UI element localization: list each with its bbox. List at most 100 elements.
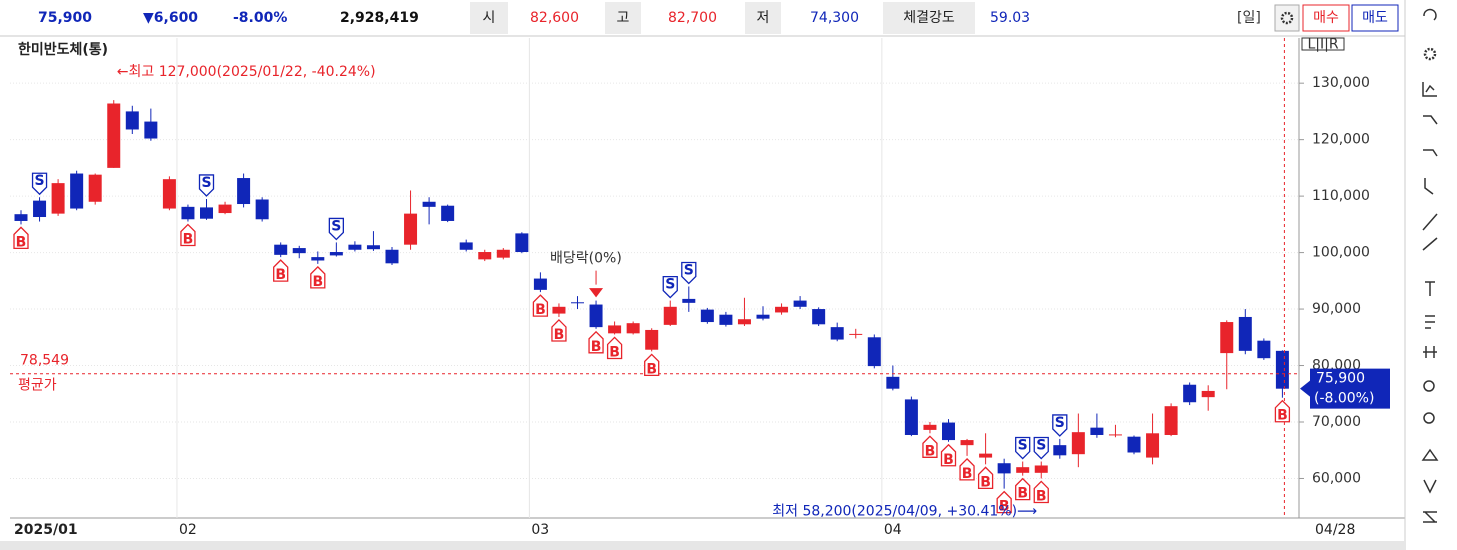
buy-signal-label: B (312, 274, 323, 290)
candle-body (1071, 432, 1085, 455)
cell (745, 2, 781, 34)
candle-body (1127, 436, 1141, 453)
candle-body (830, 327, 844, 340)
low: 74,300 (810, 10, 859, 26)
sell-signal-label: S (201, 175, 211, 191)
tool-icon[interactable] (1425, 315, 1435, 329)
sell-button[interactable] (1351, 4, 1399, 32)
tool-icon[interactable] (1423, 479, 1437, 494)
candle-body (1090, 427, 1104, 435)
buy-signal (644, 353, 660, 377)
buy-signal (996, 490, 1012, 514)
tool-icon[interactable] (1423, 346, 1437, 358)
label: 고 (617, 10, 630, 26)
buy-label: 매수 (1313, 10, 1339, 26)
buy-signal (180, 223, 196, 247)
buy-button[interactable] (1302, 4, 1350, 32)
tool-icon[interactable] (1423, 149, 1438, 157)
scrollbar[interactable] (0, 541, 1405, 550)
tool-icon[interactable] (1422, 82, 1437, 97)
candle-body (533, 278, 547, 290)
tool-icon[interactable] (1421, 448, 1439, 461)
candle-body (200, 207, 213, 219)
candle-body (292, 248, 306, 254)
sell-signal (662, 275, 678, 299)
buy-signal-label: B (1277, 408, 1288, 424)
candle-body (1257, 340, 1271, 359)
buy-signal-label: B (925, 443, 936, 459)
tool-icon[interactable] (1423, 8, 1437, 21)
sell-signal-label: S (1055, 415, 1065, 431)
candle-body (1164, 406, 1178, 435)
candle-body (1053, 445, 1067, 456)
candle-body (14, 214, 28, 221)
candle-body (162, 179, 176, 209)
tool-icon[interactable] (1423, 380, 1435, 392)
buy-signal (13, 226, 29, 250)
legend-box-label: L|I|R (1307, 37, 1338, 53)
tool-icon[interactable] (1422, 237, 1438, 251)
change: ▼6,600 (143, 10, 198, 26)
label: 시 (483, 10, 496, 26)
x-tick-label: 04 (884, 522, 902, 538)
buy-signal (310, 265, 326, 289)
buy-signal-label: B (999, 499, 1010, 515)
candle-body (515, 233, 529, 253)
buy-signal-label: B (962, 466, 973, 482)
candle-body (1201, 390, 1215, 398)
buy-signal-label: B (1036, 488, 1047, 504)
candle-body (404, 213, 418, 245)
candle-body (366, 245, 380, 250)
candle-body (812, 309, 826, 325)
low-note: 최저 58,200(2025/04/09, +30.41%)⟶ (772, 504, 1037, 520)
buy-signal (588, 330, 604, 354)
sell-signal-label: S (684, 262, 694, 278)
sell-signal (31, 172, 48, 196)
sell-signal (1052, 414, 1068, 437)
tool-icon[interactable] (1423, 47, 1437, 61)
x-tick-label: 2025/01 (14, 522, 78, 538)
tool-icon[interactable] (1423, 412, 1435, 424)
tool-icon[interactable] (1424, 178, 1434, 195)
price-tag (1300, 368, 1390, 409)
legend-box[interactable] (1301, 37, 1345, 51)
buy-signal (532, 294, 549, 317)
candle-body (737, 319, 751, 325)
buy-signal-label: B (591, 339, 602, 355)
buy-signal-label: B (646, 361, 657, 377)
candle-body (756, 314, 770, 319)
y-tick-label: 110,000 (1312, 188, 1370, 204)
tool-icon[interactable] (1425, 281, 1435, 296)
cell (470, 2, 508, 34)
buy-signal-label: B (16, 234, 27, 250)
sell-signal-label: S (1036, 438, 1046, 454)
candle-body (1146, 433, 1160, 458)
tool-icon[interactable] (1423, 115, 1438, 125)
average-value: 78,549 (20, 353, 69, 369)
tool-icon[interactable] (1422, 213, 1438, 231)
period[interactable]: [일] (1237, 10, 1261, 26)
tool-icon[interactable] (1423, 511, 1437, 523)
buy-signal (959, 457, 975, 481)
candle-body (904, 399, 918, 435)
settings-button[interactable] (1274, 4, 1300, 32)
sell-signal (198, 174, 215, 197)
candle-body (700, 309, 714, 323)
candle-body (1108, 434, 1122, 436)
candle-body (1034, 465, 1048, 473)
buy-signal (551, 319, 567, 342)
sell-label: 매도 (1362, 10, 1388, 26)
candle-body (496, 249, 510, 258)
price-tag-label: 75,900 (1316, 371, 1365, 387)
y-tick-label: 60,000 (1312, 470, 1361, 486)
high-note: ←최고 127,000(2025/01/22, -40.24%) (117, 64, 376, 80)
candle-body (663, 306, 677, 325)
candle-body (793, 300, 807, 307)
buy-signal (940, 443, 957, 467)
y-tick-label: 70,000 (1312, 414, 1361, 430)
candle-body (942, 422, 955, 441)
candle-body (960, 440, 974, 446)
candle-body (626, 323, 640, 334)
average-label: 평균가 (18, 378, 57, 394)
candle-body (1238, 316, 1252, 351)
